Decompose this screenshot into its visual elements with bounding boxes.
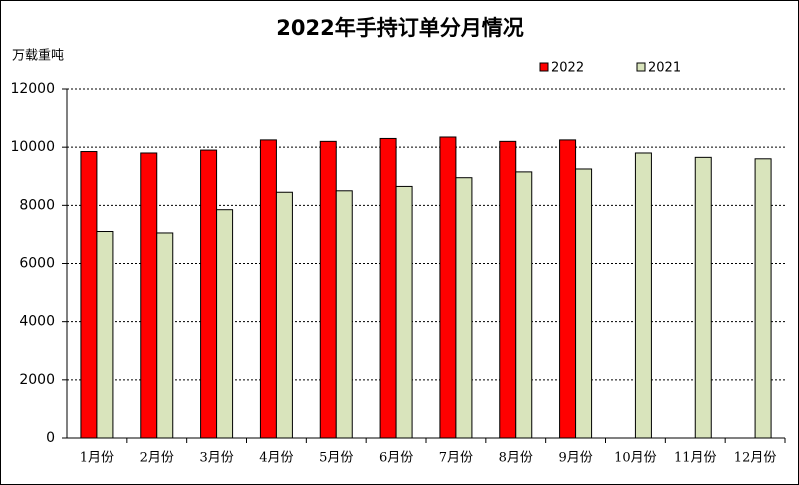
y-tick-label: 6000: [19, 256, 55, 272]
x-tick-label: 5月份: [319, 451, 353, 466]
legend-swatch: [539, 62, 549, 72]
x-tick-label: 9月份: [558, 451, 592, 466]
x-tick-label: 6月份: [379, 451, 413, 466]
y-tick-label: 4000: [19, 314, 55, 330]
bar: [216, 209, 234, 439]
x-tick-label: 3月份: [199, 451, 233, 466]
bar: [499, 140, 517, 439]
bar: [259, 139, 277, 439]
y-tick-label: 2000: [19, 372, 55, 388]
bar: [80, 151, 98, 439]
y-tick-label: 0: [46, 430, 55, 446]
bar: [379, 137, 397, 439]
y-tick-label: 10000: [10, 139, 55, 155]
bar: [319, 140, 337, 439]
chart-title: 2022年手持订单分月情况: [276, 16, 523, 40]
bar: [455, 177, 473, 439]
bar: [634, 152, 652, 439]
bar: [335, 190, 353, 439]
x-tick-label: 1月份: [80, 451, 114, 466]
bar: [200, 149, 218, 439]
bar: [559, 139, 577, 439]
bar: [439, 136, 457, 439]
bar: [395, 185, 413, 439]
legend-label: 2022: [551, 61, 584, 76]
x-tick-label: 2月份: [140, 451, 174, 466]
x-tick-label: 8月份: [499, 451, 533, 466]
x-tick-label: 10月份: [614, 451, 657, 466]
legend-label: 2021: [648, 61, 681, 76]
y-tick-label: 12000: [10, 81, 55, 97]
bar: [515, 171, 533, 439]
x-tick-label: 7月份: [439, 451, 473, 466]
bar: [140, 152, 158, 439]
bar: [694, 156, 712, 439]
bar: [575, 168, 593, 439]
bar: [96, 231, 114, 439]
y-axis-label: 万载重吨: [12, 48, 64, 64]
legend-swatch: [636, 62, 646, 72]
bar: [275, 191, 293, 439]
x-tick-label: 12月份: [734, 451, 777, 466]
bar: [754, 158, 772, 439]
bar: [156, 232, 174, 439]
y-tick-label: 8000: [19, 197, 55, 213]
x-tick-label: 11月份: [674, 451, 717, 466]
x-tick-label: 4月份: [259, 451, 293, 466]
